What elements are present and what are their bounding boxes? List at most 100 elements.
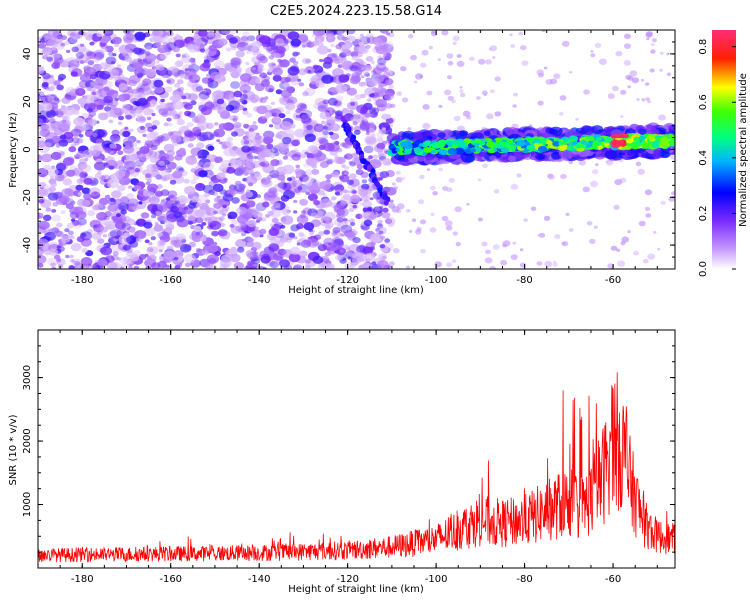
heatmap-cell	[307, 70, 312, 73]
heatmap-cell	[70, 242, 82, 252]
heatmap-cell	[492, 244, 500, 250]
heatmap-cell	[183, 178, 190, 184]
heatmap-cell	[488, 47, 493, 51]
heatmap-cell	[38, 110, 52, 120]
heatmap-cell	[430, 212, 435, 216]
heatmap-cell	[273, 252, 284, 261]
heatmap-cell	[338, 74, 350, 83]
heatmap-cell	[423, 147, 432, 153]
heatmap-cell	[293, 210, 298, 214]
heatmap-cell	[75, 52, 85, 59]
heatmap-cell	[187, 143, 194, 148]
heatmap-cell	[489, 89, 495, 94]
heatmap-cell	[342, 49, 351, 56]
heatmap-cell	[341, 164, 346, 168]
heatmap-cell	[391, 182, 396, 186]
heatmap-cell	[303, 69, 308, 73]
heatmap-cell	[94, 161, 106, 171]
heatmap-cell	[108, 165, 115, 170]
heatmap-cell	[590, 50, 594, 53]
heatmap-cell	[309, 231, 314, 236]
heatmap-cell	[85, 57, 91, 61]
heatmap-cell	[246, 161, 255, 168]
heatmap-cell	[366, 98, 372, 103]
heatmap-cell	[48, 186, 56, 192]
heatmap-cell	[100, 220, 107, 226]
heatmap-cell	[273, 239, 279, 243]
heatmap-cell	[170, 135, 182, 144]
heatmap-cell	[330, 196, 337, 201]
heatmap-cell	[452, 231, 458, 236]
heatmap-cell	[537, 100, 544, 106]
heatmap-cell	[282, 155, 288, 160]
heatmap-cell	[239, 98, 244, 103]
heatmap-cell	[213, 197, 221, 203]
x-tick-label: -80	[516, 275, 532, 286]
heatmap-cell	[360, 108, 367, 115]
heatmap-cell	[127, 86, 132, 90]
heatmap-cell	[136, 125, 147, 134]
heatmap-cell	[247, 35, 256, 42]
heatmap-cell	[382, 71, 391, 78]
heatmap-cell	[220, 222, 226, 227]
heatmap-cell	[150, 236, 156, 241]
heatmap-cell	[203, 192, 210, 198]
heatmap-cell	[66, 49, 71, 54]
heatmap-cell	[401, 97, 409, 103]
heatmap-cell	[233, 262, 244, 269]
heatmap-cell	[492, 56, 496, 59]
heatmap-cell	[104, 147, 112, 153]
heatmap-cell	[226, 47, 232, 52]
heatmap-cell	[69, 235, 75, 240]
heatmap-cell	[275, 106, 285, 114]
heatmap-cell	[165, 197, 171, 201]
heatmap-cell	[481, 241, 488, 247]
heatmap-cell	[415, 229, 422, 235]
y-tick-label: 40	[22, 48, 33, 61]
heatmap-cell	[419, 143, 424, 147]
heatmap-cell	[362, 212, 370, 217]
heatmap-cell	[352, 153, 357, 157]
heatmap-cell	[574, 143, 582, 149]
heatmap-cell	[307, 193, 318, 202]
heatmap-cell	[392, 248, 400, 254]
heatmap-cell	[142, 81, 149, 87]
heatmap-cell	[237, 246, 245, 253]
heatmap-cell	[155, 211, 162, 216]
heatmap-cell	[41, 81, 49, 88]
heatmap-cell	[659, 68, 663, 72]
heatmap-cell	[259, 228, 267, 235]
heatmap-cell	[38, 103, 44, 111]
heatmap-cell	[151, 214, 157, 219]
heatmap-cell	[45, 122, 58, 132]
heatmap-cell	[280, 224, 286, 229]
heatmap-cell	[151, 112, 156, 117]
heatmap-cell	[518, 31, 523, 36]
heatmap-cell	[375, 227, 381, 232]
heatmap-cell	[478, 141, 486, 146]
heatmap-cell	[335, 254, 344, 261]
heatmap-cell	[470, 148, 477, 153]
heatmap-cell	[364, 252, 376, 262]
heatmap-cell	[292, 264, 303, 269]
heatmap-cell	[324, 221, 334, 229]
heatmap-cell	[65, 57, 78, 66]
heatmap-cell	[207, 32, 215, 38]
heatmap-cell	[377, 151, 385, 157]
heatmap-cell	[79, 73, 92, 83]
heatmap-cell	[82, 149, 94, 158]
heatmap-cell	[246, 113, 253, 118]
heatmap-cell	[553, 73, 561, 80]
heatmap-cell	[190, 147, 203, 157]
heatmap-cell	[333, 156, 344, 164]
heatmap-cell	[312, 64, 319, 70]
heatmap-cell	[263, 196, 270, 202]
heatmap-cell	[350, 101, 356, 106]
heatmap-cell	[447, 60, 454, 66]
heatmap-cell	[126, 193, 135, 200]
heatmap-cell	[635, 161, 642, 167]
heatmap-cell	[198, 94, 208, 102]
heatmap-cell	[426, 168, 431, 171]
heatmap-cell	[297, 34, 308, 43]
heatmap-cell	[607, 93, 615, 99]
